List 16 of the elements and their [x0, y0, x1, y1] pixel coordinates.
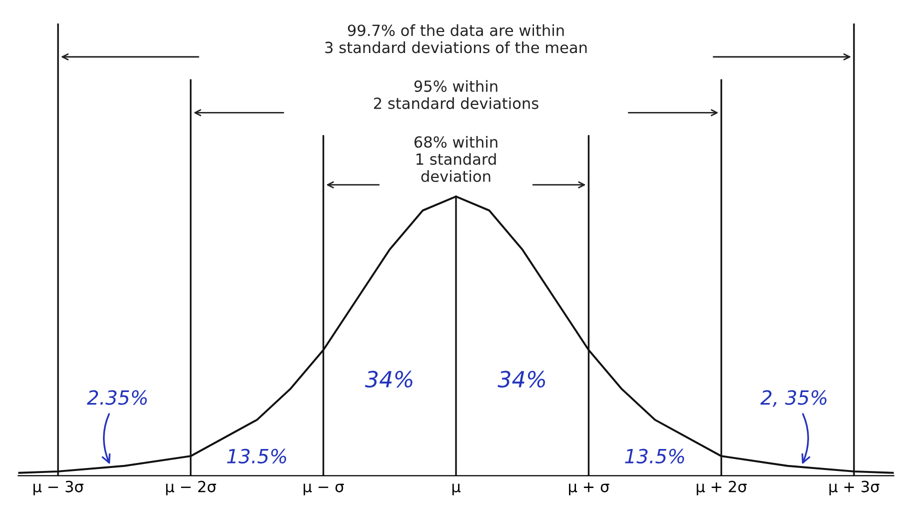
x-tick-label: μ − 3σ	[34, 480, 84, 496]
text: 95% within 2 standard deviations	[374, 80, 538, 110]
x-tick-label: μ + 2σ	[696, 480, 747, 496]
x-tick-label: μ + σ	[568, 482, 610, 496]
annotation: 2.35%	[86, 390, 147, 405]
x-tick-label: μ	[452, 484, 460, 496]
text: 99.7% of the data are within 3 standard deviations of the mean	[325, 24, 587, 54]
annotation: 2, 35%	[760, 390, 826, 407]
x-tick-label: μ + 3σ	[829, 480, 880, 496]
text: 68% within 1 standard deviation	[414, 136, 498, 182]
x-tick-label: μ − 2σ	[166, 480, 216, 496]
annotation: 34%	[365, 370, 412, 388]
x-tick-label: μ − σ	[304, 484, 344, 496]
annotation: 34%	[498, 370, 545, 388]
annotation: 13.5%	[625, 448, 684, 464]
annotation: 13.5%	[227, 448, 286, 464]
